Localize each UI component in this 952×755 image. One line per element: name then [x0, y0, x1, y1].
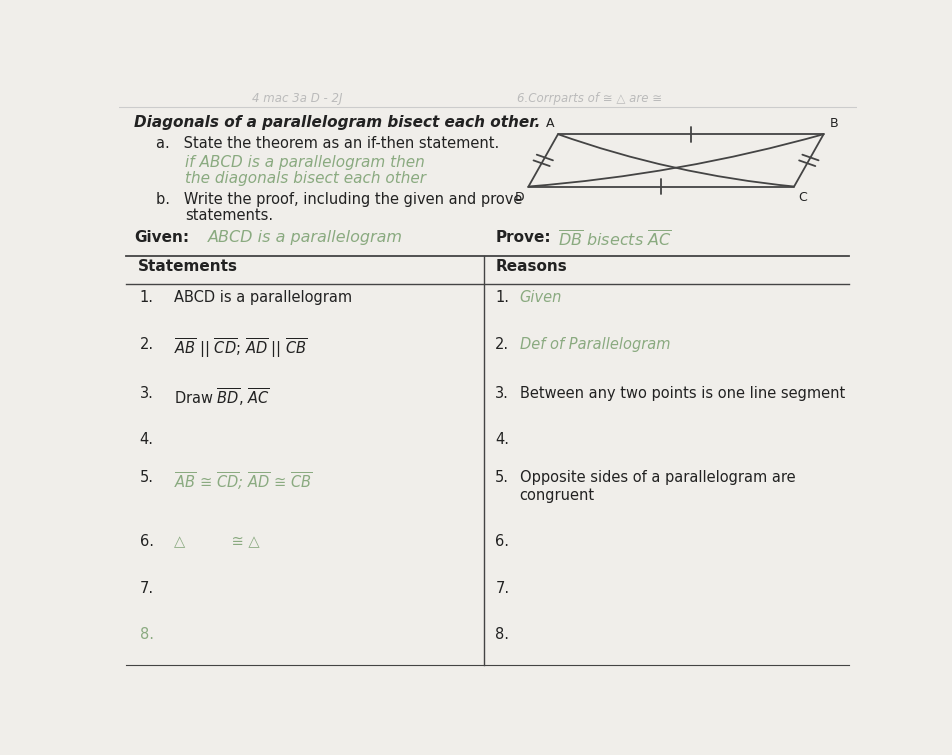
Text: 5.: 5. [495, 470, 509, 485]
Text: Statements: Statements [137, 259, 237, 273]
Text: Def of Parallelogram: Def of Parallelogram [520, 337, 670, 352]
Text: a.   State the theorem as an if-then statement.: a. State the theorem as an if-then state… [156, 136, 499, 151]
Text: A: A [545, 116, 554, 130]
Text: b.   Write the proof, including the given and prove: b. Write the proof, including the given … [156, 193, 523, 208]
Text: Given:: Given: [133, 230, 188, 245]
Text: $\overline{AB}$ ≅ $\overline{CD}$; $\overline{AD}$ ≅ $\overline{CB}$: $\overline{AB}$ ≅ $\overline{CD}$; $\ove… [174, 470, 313, 492]
Text: Reasons: Reasons [495, 259, 567, 273]
Text: statements.: statements. [186, 208, 273, 223]
Text: 7.: 7. [140, 581, 154, 596]
Text: 7.: 7. [495, 581, 509, 596]
Text: $\overline{DB}$ bisects $\overline{AC}$: $\overline{DB}$ bisects $\overline{AC}$ [558, 230, 672, 250]
Text: Given: Given [520, 290, 562, 305]
Text: 6.Corrparts of ≅ △ are ≅: 6.Corrparts of ≅ △ are ≅ [518, 92, 663, 106]
Text: Opposite sides of a parallelogram are
congruent: Opposite sides of a parallelogram are co… [520, 470, 795, 503]
Text: Diagonals of a parallelogram bisect each other.: Diagonals of a parallelogram bisect each… [133, 115, 540, 130]
Text: Prove:: Prove: [495, 230, 551, 245]
Text: B: B [829, 116, 838, 130]
Text: C: C [798, 191, 806, 204]
Text: $\overline{AB}$ || $\overline{CD}$; $\overline{AD}$ || $\overline{CB}$: $\overline{AB}$ || $\overline{CD}$; $\ov… [174, 337, 308, 360]
Text: Draw $\overline{BD}$, $\overline{AC}$: Draw $\overline{BD}$, $\overline{AC}$ [174, 386, 270, 408]
Text: Between any two points is one line segment: Between any two points is one line segme… [520, 386, 844, 401]
Text: D: D [515, 191, 525, 204]
Text: 8.: 8. [495, 627, 509, 643]
Text: the diagonals bisect each other: the diagonals bisect each other [186, 171, 426, 186]
Text: 1.: 1. [495, 290, 509, 305]
Text: △          ≅ △: △ ≅ △ [174, 535, 260, 549]
Text: 4.: 4. [495, 433, 509, 448]
Text: 3.: 3. [140, 386, 153, 401]
Text: 4.: 4. [140, 433, 153, 448]
Text: 2.: 2. [495, 337, 509, 352]
Text: if ABCD is a parallelogram then: if ABCD is a parallelogram then [186, 155, 426, 170]
Text: ABCD is a parallelogram: ABCD is a parallelogram [174, 290, 352, 305]
Text: 8.: 8. [140, 627, 153, 643]
Text: 4 mac 3a D - 2J: 4 mac 3a D - 2J [251, 92, 343, 106]
Text: 1.: 1. [140, 290, 153, 305]
Text: 6.: 6. [495, 535, 509, 549]
Text: 5.: 5. [140, 470, 153, 485]
Text: 3.: 3. [495, 386, 509, 401]
Text: ABCD is a parallelogram: ABCD is a parallelogram [208, 230, 403, 245]
Text: 6.: 6. [140, 535, 153, 549]
Text: 2.: 2. [140, 337, 154, 352]
